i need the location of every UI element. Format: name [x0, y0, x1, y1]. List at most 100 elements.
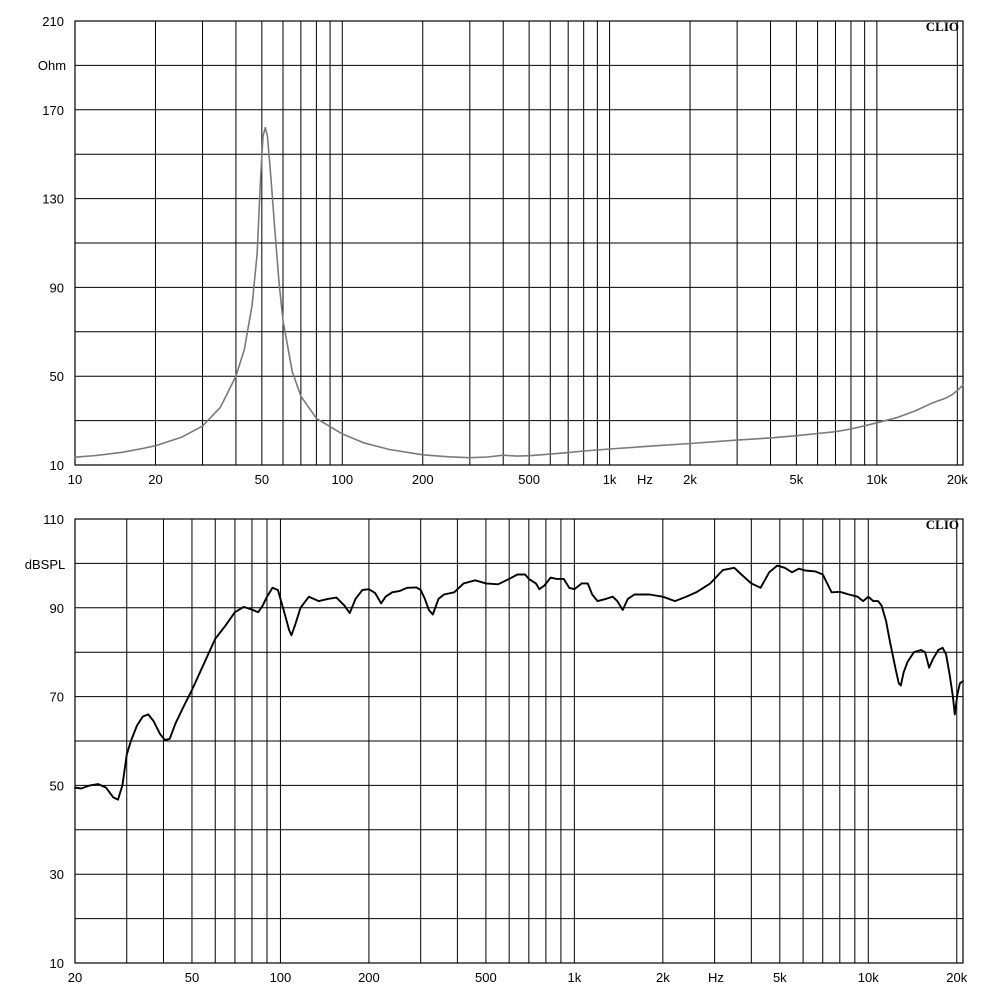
- spl-data-point: [952, 696, 954, 698]
- impedance-data-point: [362, 442, 365, 444]
- spl-data-point: [399, 590, 401, 592]
- spl-data-point: [286, 620, 288, 622]
- spl-data-point: [945, 653, 947, 656]
- impedance-data-point: [689, 442, 691, 445]
- spl-data-point: [695, 591, 697, 593]
- impedance-data-point: [235, 375, 237, 377]
- spl-data-point: [862, 600, 864, 602]
- spl-data-point: [612, 596, 614, 598]
- spl-data-point: [343, 605, 345, 607]
- impedance-data-point: [262, 135, 264, 137]
- spl-data-point: [784, 567, 786, 569]
- spl-data-point: [277, 589, 279, 591]
- impedance-y-axis-label: Ohm: [38, 58, 66, 73]
- impedance-data-point: [95, 454, 97, 457]
- spl-data-point: [474, 579, 476, 581]
- spl-data-point: [685, 596, 687, 598]
- spl-data-point: [885, 620, 887, 622]
- impedance-data-point: [142, 447, 144, 449]
- impedance-x-tick-label: 10k: [866, 472, 887, 487]
- impedance-data-point: [300, 395, 302, 397]
- spl-data-point: [437, 598, 440, 600]
- spl-data-point: [428, 609, 430, 611]
- spl-data-point: [130, 740, 132, 742]
- spl-data-point: [791, 571, 793, 573]
- impedance-data-point: [944, 397, 946, 399]
- impedance-data-point: [549, 453, 551, 455]
- spl-data-point: [234, 611, 236, 613]
- impedance-data-point: [422, 454, 424, 456]
- spl-data-point: [906, 661, 909, 663]
- spl-data-point: [391, 591, 393, 593]
- impedance-data-point: [180, 436, 182, 438]
- impedance-gridlines: [75, 21, 963, 465]
- spl-x-tick-label: 500: [475, 970, 497, 985]
- impedance-data-point: [795, 435, 798, 437]
- spl-data-point: [175, 722, 177, 724]
- spl-data-point: [937, 649, 939, 651]
- impedance-x-tick-label: 10: [68, 472, 82, 487]
- spl-data-point: [89, 784, 91, 787]
- spl-data-point: [80, 787, 82, 790]
- spl-data-point: [581, 582, 583, 585]
- spl-data-point: [406, 587, 408, 589]
- spl-y-tick-label: 70: [50, 690, 64, 705]
- impedance-y-tick-label: 50: [50, 369, 64, 384]
- impedance-series: [74, 126, 964, 459]
- impedance-data-point: [487, 456, 489, 458]
- spl-data-point: [251, 609, 253, 611]
- spl-data-point: [318, 600, 320, 602]
- spl-data-point: [257, 611, 259, 613]
- impedance-data-point: [448, 456, 450, 458]
- impedance-x-tick-label: 20k: [947, 472, 968, 487]
- spl-data-point: [662, 596, 664, 598]
- spl-data-point: [152, 720, 155, 722]
- impedance-data-point: [930, 402, 933, 404]
- spl-data-point: [928, 667, 930, 669]
- spl-y-axis-label: dBSPL: [25, 557, 65, 572]
- impedance-data-point: [201, 425, 204, 427]
- spl-data-point: [872, 600, 874, 602]
- spl-data-point: [895, 669, 897, 671]
- spl-data-point: [117, 799, 119, 801]
- spl-y-tick-label: 90: [50, 601, 64, 616]
- impedance-data-point: [74, 456, 76, 458]
- impedance-data-point: [897, 416, 899, 418]
- impedance-x-tick-label: 50: [255, 472, 269, 487]
- spl-data-point: [385, 596, 387, 598]
- spl-data-point: [848, 593, 850, 596]
- spl-data-point: [335, 597, 337, 599]
- spl-data-point: [112, 796, 114, 799]
- spl-data-point: [814, 570, 816, 573]
- impedance-data-point: [528, 455, 530, 457]
- impedance-data-point: [264, 127, 266, 129]
- spl-data-point: [169, 738, 171, 740]
- impedance-tick-labels: 10 20 50 100 200 500 1k 2k 5k 10k 20k 10 50 90 130 170 2…: [42, 14, 968, 487]
- spl-data-point: [121, 784, 123, 787]
- spl-data-point: [888, 638, 891, 640]
- spl-data-point: [920, 649, 922, 651]
- spl-data-point: [203, 662, 205, 664]
- impedance-x-tick-label: 5k: [790, 472, 804, 487]
- impedance-data-point: [962, 384, 964, 386]
- impedance-data-point: [251, 304, 253, 306]
- spl-data-point: [308, 596, 310, 598]
- spl-data-point: [648, 593, 651, 596]
- spl-data-point: [535, 582, 537, 585]
- spl-data-point: [776, 565, 778, 567]
- spl-data-point: [900, 684, 902, 687]
- impedance-data-point: [270, 175, 272, 177]
- spl-data-point: [538, 588, 540, 590]
- spl-x-tick-label: 20k: [946, 970, 967, 985]
- impedance-y-tick-label: 10: [50, 458, 64, 473]
- spl-data-point: [954, 713, 956, 716]
- spl-data-point: [105, 787, 107, 789]
- spl-data-point: [616, 600, 618, 602]
- spl-data-point: [573, 588, 576, 590]
- spl-data-point: [903, 671, 905, 673]
- spl-x-tick-label: 50: [185, 970, 199, 985]
- spl-data-point: [563, 578, 565, 580]
- spl-data-point: [497, 583, 499, 585]
- spl-data-point: [924, 651, 926, 653]
- impedance-data-point: [956, 390, 958, 392]
